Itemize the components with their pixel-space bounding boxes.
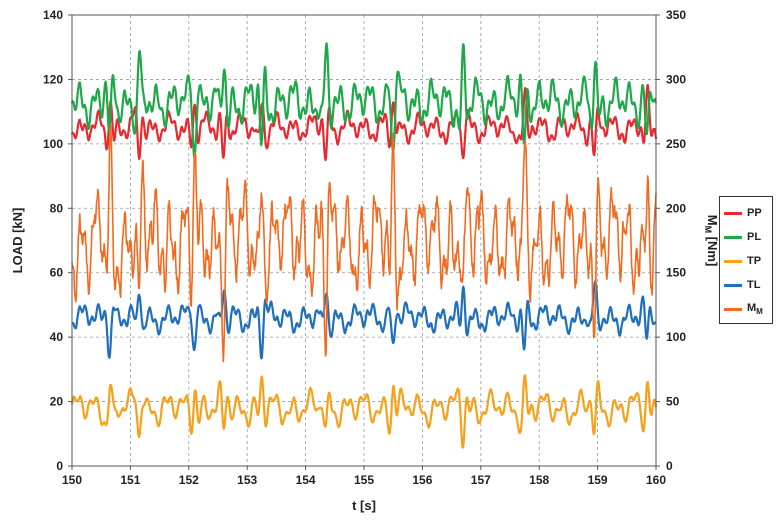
y-axis-right-title-unit: [Nm] [705, 233, 720, 266]
x-tick-label: 151 [120, 473, 140, 487]
y-right-tick-label: 250 [666, 137, 686, 151]
legend-label-tp: TP [747, 255, 762, 267]
legend-label-mm: MM [747, 302, 763, 316]
y-left-tick-label: 140 [43, 8, 63, 22]
x-axis-title: t [s] [352, 498, 376, 513]
y-left-tick-label: 20 [50, 395, 64, 409]
y-left-tick-label: 40 [50, 330, 64, 344]
x-tick-label: 154 [296, 473, 316, 487]
x-tick-label: 152 [179, 473, 199, 487]
legend-swatch-tp [724, 259, 742, 263]
x-axis-ticks: 150 151 152 153 154 155 156 157 158 159 160 [62, 466, 666, 487]
y-left-tick-label: 60 [50, 266, 64, 280]
x-tick-label: 160 [646, 473, 666, 487]
legend-item-tl: TL [724, 278, 760, 292]
x-tick-label: 155 [354, 473, 374, 487]
x-tick-label: 156 [412, 473, 432, 487]
y-right-tick-label: 350 [666, 8, 686, 22]
y-axis-left-title: LOAD [kN] [10, 208, 25, 274]
y-right-tick-label: 0 [666, 459, 673, 473]
y-right-tick-label: 150 [666, 266, 686, 280]
legend-swatch-pl [724, 235, 742, 239]
x-tick-label: 159 [588, 473, 608, 487]
y-left-tick-label: 80 [50, 201, 64, 215]
y-axis-right-title: MM [Nm] [703, 215, 720, 267]
legend-item-tp: TP [724, 254, 761, 268]
y-right-tick-label: 200 [666, 201, 686, 215]
legend-swatch-tl [724, 283, 742, 287]
legend: PP PL TP TL MM [719, 196, 773, 324]
legend-label-mm-sub: M [756, 307, 763, 317]
legend-swatch-mm [724, 307, 742, 311]
y-left-tick-label: 0 [56, 459, 63, 473]
y-left-tick-label: 120 [43, 72, 63, 86]
legend-item-mm: MM [724, 302, 763, 316]
y-axis-right-ticks: 0 50 100 150 200 250 300 350 [656, 8, 686, 473]
x-tick-label: 157 [471, 473, 491, 487]
legend-item-pl: PL [724, 230, 761, 244]
legend-swatch-pp [724, 211, 742, 215]
legend-label-pl: PL [747, 231, 762, 243]
y-right-tick-label: 50 [666, 395, 680, 409]
y-axis-right-title-main: M [705, 215, 720, 226]
series-line-pp [70, 83, 658, 162]
series-line-tl [71, 280, 657, 360]
x-tick-label: 153 [237, 473, 257, 487]
legend-label-pp: PP [747, 207, 762, 219]
y-right-tick-label: 100 [666, 330, 686, 344]
legend-item-pp: PP [724, 206, 762, 220]
legend-label-tl: TL [747, 279, 761, 291]
series-line-pl [70, 42, 658, 159]
y-axis-left-ticks: 0 20 40 60 80 100 120 140 [43, 8, 72, 473]
y-right-tick-label: 300 [666, 72, 686, 86]
y-axis-right-title-sub: M [703, 226, 713, 234]
series-line-tp [70, 374, 658, 449]
series-line-mm [71, 124, 657, 363]
x-tick-label: 158 [529, 473, 549, 487]
series-layer [70, 42, 658, 449]
x-tick-label: 150 [62, 473, 82, 487]
y-left-tick-label: 100 [43, 137, 63, 151]
legend-label-mm-main: M [747, 301, 757, 314]
